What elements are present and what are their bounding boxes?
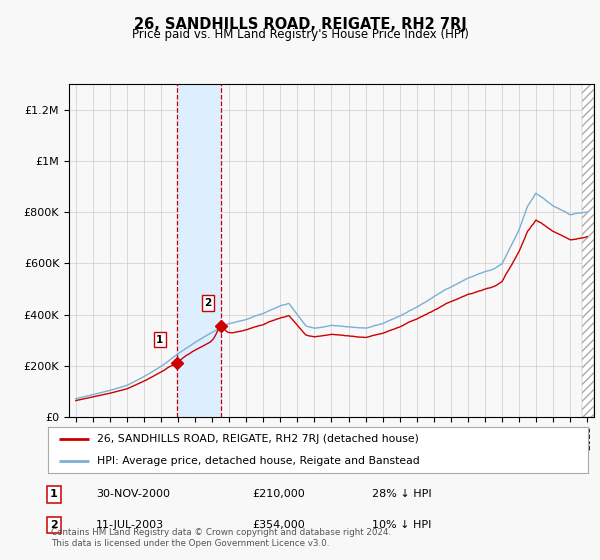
- Text: 30-NOV-2000: 30-NOV-2000: [96, 489, 170, 499]
- Text: £354,000: £354,000: [252, 520, 305, 530]
- Text: Contains HM Land Registry data © Crown copyright and database right 2024.
This d: Contains HM Land Registry data © Crown c…: [51, 528, 391, 548]
- Text: 10% ↓ HPI: 10% ↓ HPI: [372, 520, 431, 530]
- Text: 1: 1: [50, 489, 58, 499]
- Text: 2: 2: [204, 298, 211, 308]
- Text: 11-JUL-2003: 11-JUL-2003: [96, 520, 164, 530]
- Text: 2: 2: [50, 520, 58, 530]
- Text: 1: 1: [156, 335, 164, 345]
- Text: 28% ↓ HPI: 28% ↓ HPI: [372, 489, 431, 499]
- Text: Price paid vs. HM Land Registry's House Price Index (HPI): Price paid vs. HM Land Registry's House …: [131, 28, 469, 41]
- Text: 26, SANDHILLS ROAD, REIGATE, RH2 7RJ (detached house): 26, SANDHILLS ROAD, REIGATE, RH2 7RJ (de…: [97, 434, 418, 444]
- Text: 26, SANDHILLS ROAD, REIGATE, RH2 7RJ: 26, SANDHILLS ROAD, REIGATE, RH2 7RJ: [134, 17, 466, 32]
- Text: HPI: Average price, detached house, Reigate and Banstead: HPI: Average price, detached house, Reig…: [97, 456, 419, 466]
- Text: £210,000: £210,000: [252, 489, 305, 499]
- Bar: [177, 84, 221, 417]
